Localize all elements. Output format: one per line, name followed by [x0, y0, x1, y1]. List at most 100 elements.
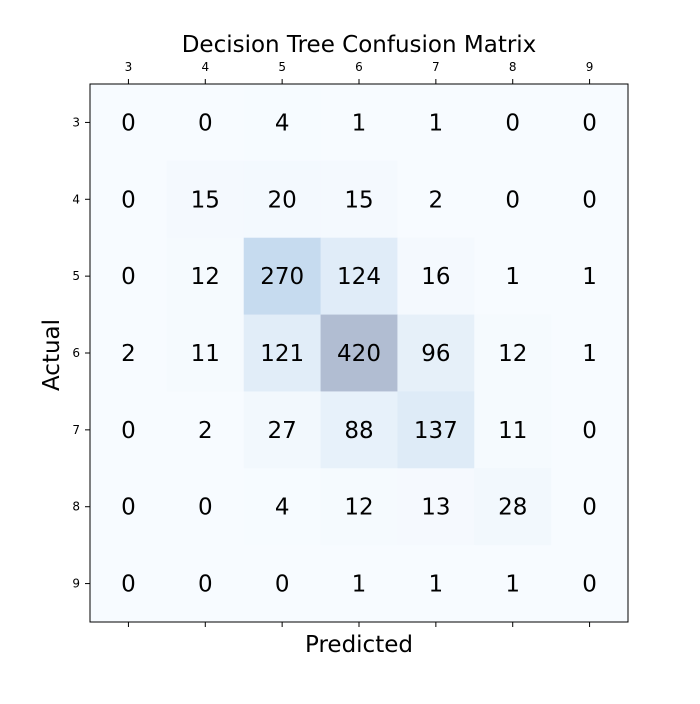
cell-value-label: 1 — [505, 264, 520, 290]
cell-value-label: 0 — [505, 110, 520, 136]
cell-value-label: 137 — [414, 418, 458, 444]
cell-value-label: 0 — [275, 572, 290, 598]
cell-value-label: 2 — [429, 187, 444, 213]
x-tick-label: 6 — [355, 60, 363, 74]
cell-value-label: 1 — [505, 572, 520, 598]
x-tick-label: 5 — [278, 60, 286, 74]
heatmap-cell — [551, 468, 629, 546]
heatmap-cell — [166, 160, 245, 239]
y-tick-label: 3 — [72, 115, 80, 129]
cell-value-label: 2 — [198, 418, 213, 444]
heatmap-cell — [551, 84, 629, 162]
cell-value-label: 1 — [582, 264, 597, 290]
heatmap-cell — [474, 160, 552, 239]
cell-value-label: 4 — [275, 495, 290, 521]
cell-value-label: 0 — [198, 495, 213, 521]
cell-value-label: 0 — [121, 418, 136, 444]
x-tick-label: 3 — [125, 60, 133, 74]
cell-value-label: 28 — [498, 495, 527, 521]
heatmap-cell — [243, 545, 322, 623]
cell-value-label: 12 — [344, 495, 373, 521]
heatmap-cell — [320, 391, 398, 469]
heatmap-cell — [551, 314, 629, 392]
x-tick-label: 9 — [586, 60, 594, 74]
cell-value-label: 12 — [191, 264, 220, 290]
cell-value-label: 0 — [121, 572, 136, 598]
heatmap-cell — [243, 237, 322, 316]
heatmap-cell — [551, 160, 629, 239]
heatmap-cell — [397, 160, 475, 239]
y-tick-label: 6 — [72, 346, 80, 360]
chart-title: Decision Tree Confusion Matrix — [182, 32, 537, 58]
cell-value-label: 15 — [191, 187, 220, 213]
y-tick-label: 5 — [72, 269, 80, 283]
cell-value-label: 16 — [421, 264, 450, 290]
cell-value-label: 1 — [582, 341, 597, 367]
cell-value-label: 0 — [582, 418, 597, 444]
heatmap-cell — [243, 84, 322, 162]
y-tick-label: 4 — [72, 192, 80, 206]
cell-value-label: 0 — [505, 187, 520, 213]
heatmap-cell — [474, 237, 552, 316]
heatmap-cell — [243, 160, 322, 239]
cell-value-label: 1 — [429, 110, 444, 136]
cell-value-label: 0 — [198, 110, 213, 136]
cell-value-label: 11 — [498, 418, 527, 444]
heatmap-cell — [320, 545, 398, 623]
heatmap-cell — [320, 160, 398, 239]
heatmap-cell — [474, 468, 552, 546]
axis-ticks: 3 4 5 6 7 8 9 3 4 5 6 7 8 9 — [72, 60, 593, 627]
heatmap-cell — [90, 237, 168, 316]
heatmap-cell — [397, 84, 475, 162]
heatmap-cell-labels: 0 0 4 1 1 0 00 15 20 15 2 0 00 12 270 124 16 1 12 11 121 420 9… — [121, 110, 597, 597]
cell-value-label: 1 — [352, 110, 367, 136]
heatmap-cell — [320, 468, 398, 546]
heatmap-cell — [90, 391, 168, 469]
x-tick-label: 8 — [509, 60, 517, 74]
cell-value-label: 12 — [498, 341, 527, 367]
cell-value-label: 121 — [260, 341, 304, 367]
heatmap-cell — [90, 160, 168, 239]
plot-frame — [89, 83, 629, 623]
heatmap-cell — [474, 391, 552, 469]
y-tick-label: 7 — [72, 423, 80, 437]
heatmap-cell — [474, 84, 552, 162]
cell-value-label: 13 — [421, 495, 450, 521]
cell-value-label: 420 — [337, 341, 381, 367]
heatmap-cell — [320, 84, 398, 162]
x-tick-label: 4 — [201, 60, 209, 74]
heatmap-cell — [397, 391, 475, 469]
heatmap-cell — [551, 391, 629, 469]
heatmap-cell — [397, 314, 475, 392]
cell-value-label: 124 — [337, 264, 381, 290]
heatmap-cell — [90, 84, 168, 162]
x-tick-label: 7 — [432, 60, 440, 74]
cell-value-label: 4 — [275, 110, 290, 136]
cell-value-label: 0 — [582, 187, 597, 213]
cell-value-label: 0 — [582, 495, 597, 521]
heatmap-cell — [397, 468, 475, 546]
cell-value-label: 27 — [268, 418, 297, 444]
heatmap-cell — [166, 545, 245, 623]
heatmap-cell — [243, 314, 322, 392]
heatmap-cell — [243, 391, 322, 469]
heatmap-cell — [166, 84, 245, 162]
heatmap-cell — [90, 545, 168, 623]
heatmap-cell — [166, 237, 245, 316]
cell-value-label: 88 — [344, 418, 373, 444]
heatmap-cell — [320, 237, 398, 316]
heatmap-cell — [320, 314, 398, 392]
cell-value-label: 20 — [268, 187, 297, 213]
cell-value-label: 0 — [582, 572, 597, 598]
y-tick-label: 9 — [72, 577, 80, 591]
cell-value-label: 0 — [121, 264, 136, 290]
heatmap-cell — [551, 237, 629, 316]
y-tick-label: 8 — [72, 500, 80, 514]
heatmap-cell — [397, 545, 475, 623]
cell-value-label: 96 — [421, 341, 450, 367]
heatmap-cells — [90, 84, 629, 623]
heatmap-cell — [243, 468, 322, 546]
cell-value-label: 1 — [352, 572, 367, 598]
heatmap-cell — [166, 391, 245, 469]
